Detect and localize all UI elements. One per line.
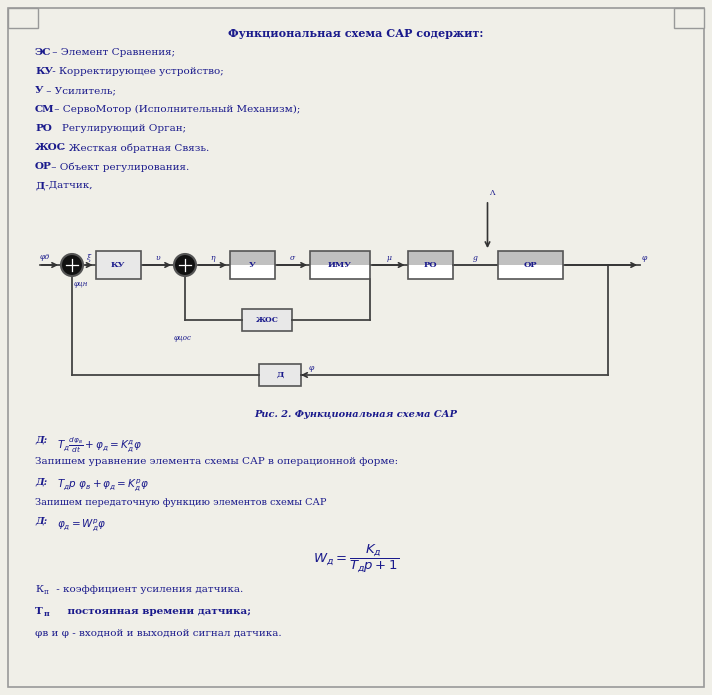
Text: Функциональная схема САР содержит:: Функциональная схема САР содержит: — [229, 28, 483, 39]
Text: У: У — [248, 261, 256, 269]
Text: - Корректирующее устройство;: - Корректирующее устройство; — [49, 67, 224, 76]
Text: Д:: Д: — [35, 435, 47, 444]
Text: – СервоМотор (Исполнительный Механизм);: – СервоМотор (Исполнительный Механизм); — [51, 105, 300, 114]
Text: g: g — [473, 254, 478, 262]
Text: ЖОС: ЖОС — [35, 143, 66, 152]
Bar — [229, 265, 275, 279]
Text: Рис. 2. Функциональная схема САР: Рис. 2. Функциональная схема САР — [254, 410, 458, 419]
Bar — [95, 251, 140, 279]
Text: φ: φ — [642, 254, 647, 262]
Text: φцос: φцос — [174, 334, 192, 342]
Bar — [8, 8, 38, 28]
Text: $T_{д}p\ \varphi_{в}+\varphi_{д}=K_{д}^{р}\varphi$: $T_{д}p\ \varphi_{в}+\varphi_{д}=K_{д}^{… — [57, 477, 149, 493]
Text: – Жесткая обратная Связь.: – Жесткая обратная Связь. — [57, 143, 209, 152]
Text: ЭС: ЭС — [35, 48, 51, 57]
Bar — [229, 251, 275, 279]
Bar — [407, 251, 453, 279]
Text: Регулирующий Орган;: Регулирующий Орган; — [49, 124, 186, 133]
Bar — [310, 251, 370, 279]
Text: - коэффициент усиления датчика.: - коэффициент усиления датчика. — [53, 584, 244, 594]
Bar — [259, 364, 301, 386]
Text: – Элемент Сравнения;: – Элемент Сравнения; — [49, 48, 175, 57]
Circle shape — [174, 254, 196, 276]
Text: У: У — [35, 86, 43, 95]
Text: – Объект регулирования.: – Объект регулирования. — [48, 162, 189, 172]
Text: φ: φ — [309, 364, 315, 372]
Text: постоянная времени датчика;: постоянная времени датчика; — [53, 607, 251, 616]
Text: ξ: ξ — [87, 254, 91, 262]
Text: Д:: Д: — [35, 477, 47, 486]
Text: ОР: ОР — [523, 261, 537, 269]
Text: -Датчик,: -Датчик, — [42, 181, 93, 190]
Text: υ: υ — [155, 254, 159, 262]
Text: К: К — [35, 584, 43, 594]
Text: РО: РО — [423, 261, 437, 269]
Bar — [498, 251, 562, 279]
Text: СМ: СМ — [35, 105, 55, 114]
Bar — [407, 265, 453, 279]
Text: ОР: ОР — [35, 162, 52, 171]
Text: Запишем передаточную функцию элементов схемы САР: Запишем передаточную функцию элементов с… — [35, 498, 327, 507]
Text: η: η — [211, 254, 215, 262]
Bar — [407, 251, 453, 265]
Text: РО: РО — [35, 124, 52, 133]
Bar — [498, 265, 562, 279]
Text: $T_{д}\frac{d\varphi_{в}}{dt} + \varphi_{д} = K_{д}^{д}\varphi$: $T_{д}\frac{d\varphi_{в}}{dt} + \varphi_… — [57, 435, 142, 455]
Text: – Усилитель;: – Усилитель; — [43, 86, 116, 95]
Text: Д:: Д: — [35, 516, 47, 525]
Text: Д: Д — [35, 181, 44, 190]
Text: КУ: КУ — [35, 67, 53, 76]
Bar — [229, 251, 275, 265]
Text: $\varphi_{д}=W_{д}^{р}\varphi$: $\varphi_{д}=W_{д}^{р}\varphi$ — [57, 516, 107, 532]
Text: μ: μ — [386, 254, 392, 262]
Text: $W_{д}=\dfrac{K_{д}}{T_{д}p+1}$: $W_{д}=\dfrac{K_{д}}{T_{д}p+1}$ — [313, 542, 399, 575]
Text: φд: φд — [40, 253, 51, 261]
Bar — [498, 251, 562, 265]
Circle shape — [61, 254, 83, 276]
Text: п: п — [44, 587, 49, 596]
Text: КУ: КУ — [111, 261, 125, 269]
Text: σ: σ — [290, 254, 295, 262]
Bar — [674, 8, 704, 28]
Bar — [310, 251, 370, 265]
Bar — [310, 265, 370, 279]
Text: Запишем уравнение элемента схемы САР в операционной форме:: Запишем уравнение элемента схемы САР в о… — [35, 457, 398, 466]
Text: φцн: φцн — [74, 280, 88, 288]
Text: φв и φ - входной и выходной сигнал датчика.: φв и φ - входной и выходной сигнал датчи… — [35, 629, 282, 638]
Text: Λ: Λ — [490, 189, 495, 197]
Text: ЖОС: ЖОС — [256, 316, 278, 324]
Bar — [242, 309, 292, 331]
Text: п: п — [44, 610, 50, 618]
Text: Т: Т — [35, 607, 43, 616]
Text: Д: Д — [276, 371, 283, 379]
Text: ИМУ: ИМУ — [328, 261, 352, 269]
